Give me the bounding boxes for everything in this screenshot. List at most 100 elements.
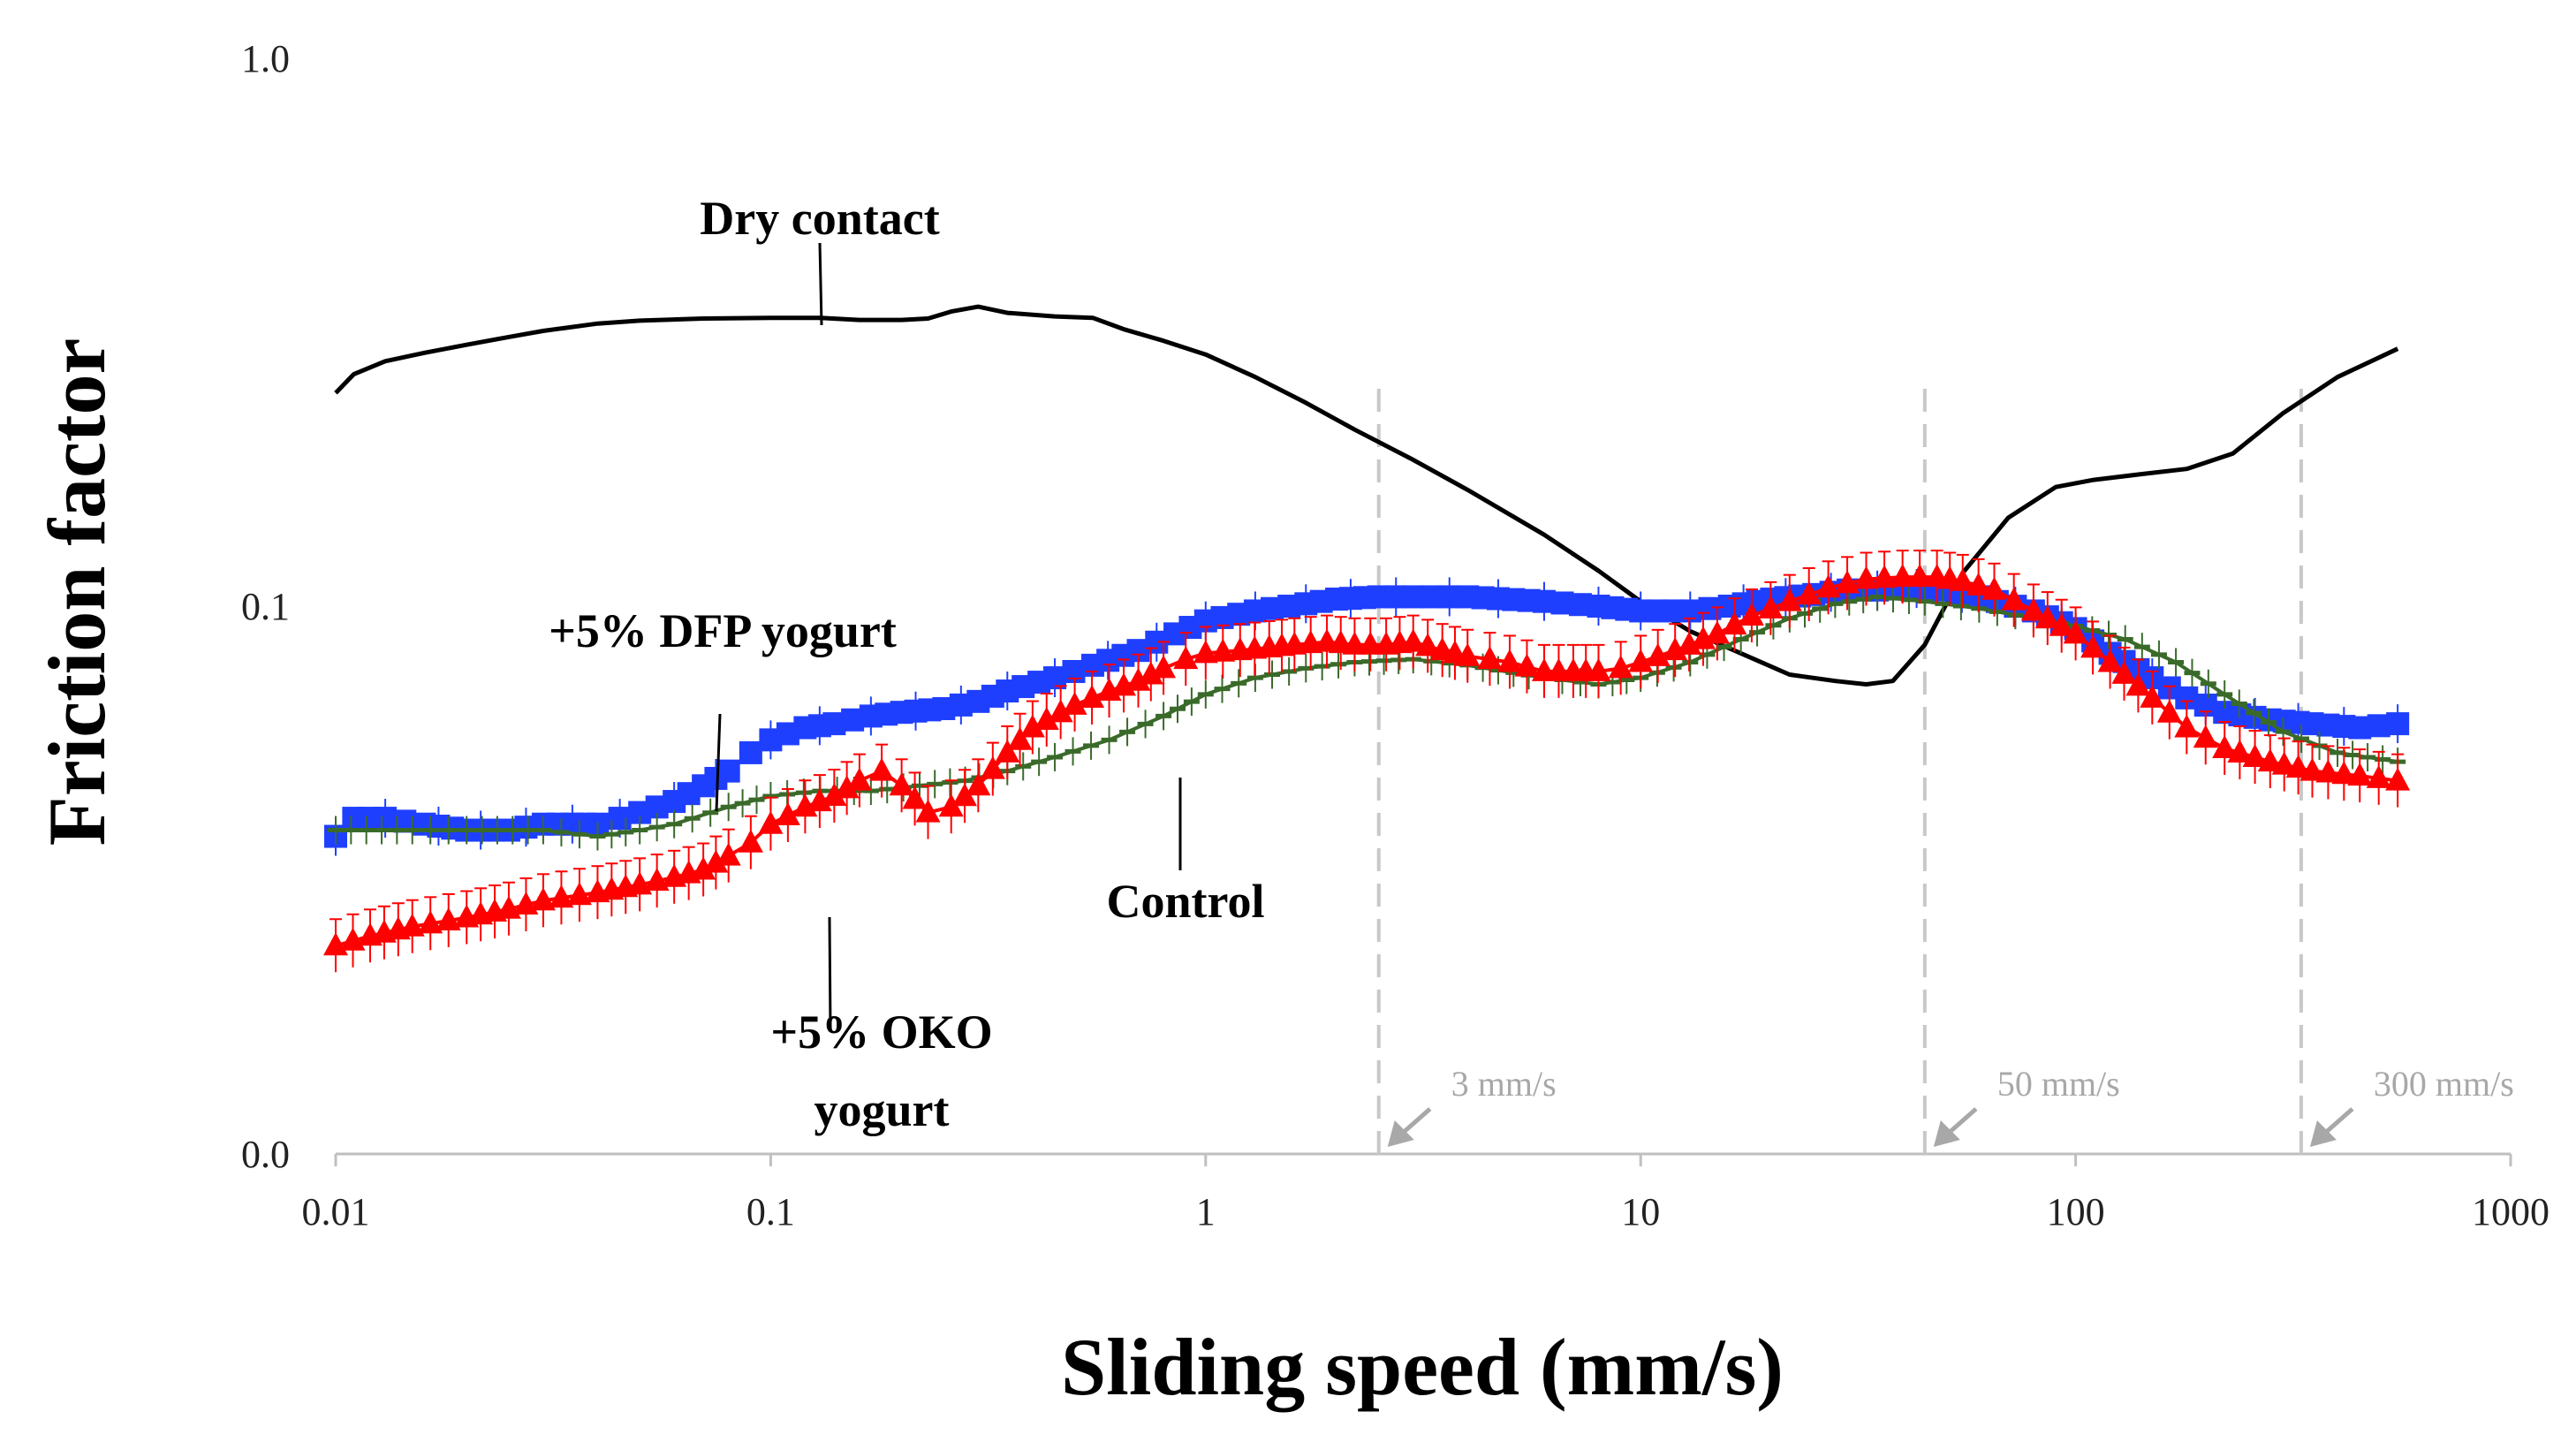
data-point — [834, 775, 860, 799]
data-point — [1193, 640, 1218, 664]
annotation-leader — [818, 242, 823, 326]
data-point — [2174, 714, 2200, 738]
data-point — [691, 856, 716, 880]
series-annotation: +5% DFP yogurt — [549, 604, 897, 657]
data-point — [1173, 646, 1199, 670]
data-point — [2001, 587, 2027, 611]
data-point — [418, 910, 443, 934]
annotation-leader — [715, 713, 722, 812]
data-point — [716, 759, 740, 783]
reference-line-label: 50 mm/s — [1997, 1064, 2120, 1104]
data-point — [1062, 691, 1087, 715]
data-point — [995, 739, 1020, 763]
data-point — [2227, 740, 2253, 763]
data-point — [1007, 726, 1033, 750]
data-point — [1415, 633, 1441, 656]
data-point — [1138, 661, 1163, 685]
data-point — [1853, 565, 1879, 589]
data-point — [1358, 631, 1383, 655]
data-point — [1455, 642, 1481, 666]
data-point — [775, 801, 800, 825]
data-point — [2385, 767, 2411, 791]
series-annotation: +5% OKO — [770, 1006, 992, 1059]
series-line — [334, 304, 2399, 687]
x-axis-title: Sliding speed (mm/s) — [1061, 1322, 1784, 1412]
data-point — [2080, 634, 2106, 658]
data-point — [822, 783, 847, 807]
data-point — [1890, 564, 1915, 588]
data-point — [1722, 611, 1747, 635]
x-tick-label: 0.01 — [302, 1190, 370, 1233]
data-point — [902, 786, 928, 809]
x-tick-label: 1000 — [2472, 1190, 2549, 1233]
data-point — [703, 849, 729, 873]
x-tick-label: 1 — [1196, 1190, 1216, 1233]
data-point — [2020, 597, 2046, 621]
data-point — [1282, 631, 1307, 655]
data-point — [2034, 605, 2060, 629]
data-point — [436, 907, 461, 930]
reference-arrowhead — [1933, 1120, 1960, 1147]
data-point — [1950, 567, 1975, 591]
data-point — [1777, 588, 1802, 611]
data-point — [952, 783, 978, 807]
data-point — [738, 829, 763, 853]
data-point — [1704, 620, 1730, 644]
reference-line-label: 3 mm/s — [1451, 1064, 1557, 1104]
data-point — [1907, 564, 1933, 588]
data-point — [1400, 628, 1426, 652]
data-point — [2257, 748, 2283, 772]
y-tick-label: 1.0 — [241, 37, 290, 80]
y-axis-title: Friction factor — [32, 338, 122, 846]
x-tick-label: 0.1 — [746, 1190, 795, 1233]
data-point — [1796, 581, 1822, 604]
data-point — [2299, 757, 2325, 781]
data-point — [1966, 572, 1991, 596]
series-dry-contact — [334, 304, 2399, 687]
data-point — [1586, 657, 1611, 681]
data-point — [2125, 672, 2151, 696]
data-point — [869, 757, 895, 781]
data-point — [1496, 649, 1522, 672]
data-point — [758, 810, 784, 834]
data-point — [1758, 595, 1784, 619]
data-point — [915, 799, 941, 823]
data-point — [739, 740, 762, 764]
data-point — [1477, 646, 1503, 670]
data-point — [1125, 667, 1151, 691]
data-point — [1514, 653, 1540, 677]
data-point — [846, 767, 872, 791]
data-point — [1034, 706, 1059, 730]
series-annotation: yogurt — [814, 1083, 950, 1136]
series--5-oko-yogurt — [323, 550, 2411, 973]
data-point — [2111, 660, 2137, 684]
x-tick-label: 10 — [1621, 1190, 1660, 1233]
axes: 0.01 0.1 1 10 100 1000 0.0 0.1 1.0 — [241, 37, 2549, 1233]
y-tick-label: 0.0 — [241, 1133, 290, 1176]
data-point — [938, 793, 964, 817]
reference-arrowhead — [2309, 1120, 2337, 1147]
series-layer — [323, 304, 2411, 973]
data-point — [1872, 565, 1898, 588]
data-point — [2331, 761, 2357, 785]
data-point — [1628, 649, 1654, 672]
data-point — [566, 882, 592, 906]
data-point — [2285, 755, 2311, 778]
data-point — [2140, 684, 2165, 708]
data-point — [2271, 751, 2297, 775]
y-tick-label: 0.1 — [241, 585, 290, 628]
series-annotation: Control — [1106, 875, 1264, 928]
data-point — [889, 772, 914, 796]
annotations: Dry contact +5% DFP yogurt Control +5% OKO y… — [549, 192, 1264, 1136]
data-point — [716, 842, 741, 866]
data-point — [1210, 638, 1236, 662]
data-point — [2212, 734, 2238, 758]
data-point — [2097, 649, 2123, 672]
data-point — [2049, 612, 2074, 636]
data-point — [2242, 744, 2268, 768]
data-point — [980, 755, 1005, 779]
data-point — [1342, 631, 1368, 655]
data-point — [2315, 759, 2341, 783]
data-point — [2193, 725, 2218, 748]
